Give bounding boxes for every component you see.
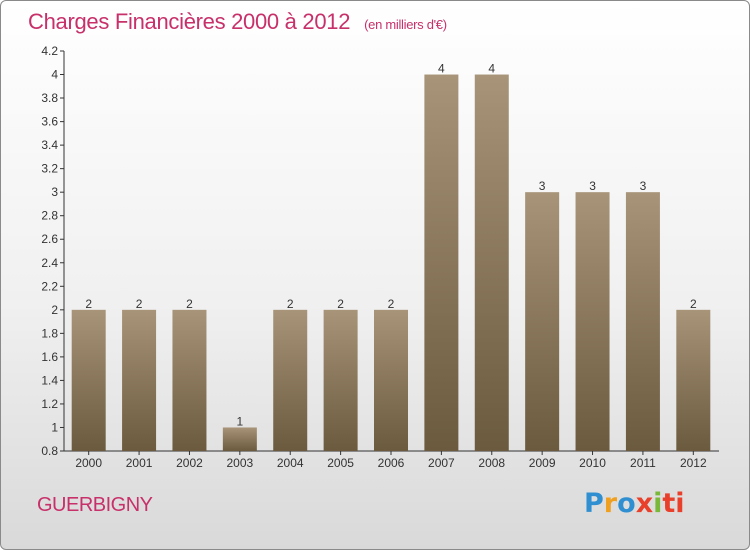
bar-value-label: 3: [539, 179, 546, 193]
x-tick-label: 2007: [428, 456, 455, 470]
bar: [122, 309, 157, 451]
chart-x-labels: 2000 2001 2002 2003 2004 2005 2006 2007 2008 2009…: [75, 451, 707, 470]
x-tick-label: 2011: [630, 456, 656, 470]
y-tick-label: 2.2: [41, 279, 58, 293]
bar: [273, 309, 308, 451]
y-tick-label: 2.6: [41, 232, 58, 246]
y-tick-label: 3.8: [41, 91, 58, 105]
x-tick-label: 2004: [277, 456, 304, 470]
y-tick-label: 4: [51, 68, 58, 82]
x-tick-label: 2005: [327, 456, 354, 470]
chart-bars: 2 2 2 1 2 2 2 4 4 3 3 3 2: [71, 62, 711, 452]
y-tick-label: 2: [51, 303, 58, 317]
y-tick-label: 2.8: [41, 209, 58, 223]
x-tick-label: 2003: [226, 456, 253, 470]
bar: [172, 309, 207, 451]
bar-value-label: 2: [85, 297, 92, 311]
chart-subtitle: (en milliers d'€): [364, 17, 447, 32]
bar: [222, 427, 257, 451]
y-tick-label: 1: [51, 420, 58, 434]
bar-value-label: 4: [438, 62, 445, 76]
x-tick-label: 2008: [478, 456, 505, 470]
bar: [525, 192, 560, 452]
bar-value-label: 1: [237, 414, 244, 428]
bar-value-label: 2: [287, 297, 294, 311]
bar: [71, 309, 106, 451]
chart-title-text: Charges Financières 2000 à 2012: [28, 9, 351, 34]
y-tick-label: 0.8: [41, 444, 58, 458]
commune-name: GUERBIGNY: [37, 494, 153, 516]
x-tick-label: 2002: [176, 456, 203, 470]
y-tick-label: 1.8: [41, 326, 58, 340]
x-tick-label: 2012: [680, 456, 707, 470]
bar: [575, 192, 610, 452]
y-tick-label: 4.2: [41, 44, 58, 58]
y-tick-label: 1.4: [41, 373, 58, 387]
bar-value-label: 2: [690, 297, 697, 311]
bar-value-label: 2: [388, 297, 395, 311]
bar-value-label: 2: [337, 297, 344, 311]
chart-title: Charges Financières 2000 à 2012 (en milli…: [28, 9, 447, 35]
y-tick-label: 1.2: [41, 397, 58, 411]
x-tick-label: 2009: [529, 456, 556, 470]
bar: [424, 74, 459, 451]
y-tick-label: 3.6: [41, 115, 58, 129]
bar: [323, 309, 358, 451]
y-tick-label: 2.4: [41, 256, 58, 270]
bar-value-label: 2: [186, 297, 193, 311]
x-tick-label: 2006: [378, 456, 405, 470]
y-tick-label: 3.4: [41, 138, 58, 152]
y-tick-label: 3: [51, 185, 58, 199]
bar-value-label: 3: [589, 179, 596, 193]
bar-value-label: 2: [136, 297, 143, 311]
bar: [374, 309, 408, 451]
y-tick-label: 3.2: [41, 162, 58, 176]
x-tick-label: 2001: [126, 456, 153, 470]
x-tick-label: 2010: [579, 456, 606, 470]
bar-value-label: 4: [488, 62, 495, 76]
x-tick-label: 2000: [75, 456, 102, 470]
bar-value-label: 3: [640, 179, 647, 193]
bar: [625, 192, 660, 452]
proxiti-logo[interactable]: Proxiti: [584, 488, 685, 519]
bar: [676, 309, 711, 451]
y-tick-label: 1.6: [41, 350, 58, 364]
chart-axes: 0.8 1 1.2 1.4 1.6 1.8 2 2.2 2.4 2.6 2.8 3 3.2 3.4 3.6 3…: [41, 44, 719, 458]
bar: [474, 74, 509, 451]
